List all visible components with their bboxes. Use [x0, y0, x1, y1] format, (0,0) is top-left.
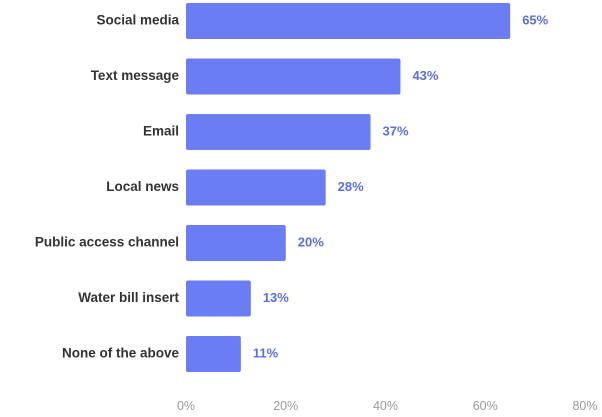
category-label-4: Public access channel — [35, 235, 179, 250]
category-label-6: None of the above — [62, 346, 180, 361]
bar-0 — [186, 3, 511, 39]
bar-4 — [186, 225, 286, 261]
category-label-5: Water bill insert — [78, 290, 179, 305]
x-tick-label-1: 20% — [273, 399, 298, 413]
bar-1 — [186, 58, 401, 95]
category-labels-group: Social media Text message Email Local news P… — [35, 13, 180, 361]
value-labels-group: 65% 43% 37% 28% 20% 13% 11% — [253, 12, 549, 360]
value-label-4: 20% — [298, 234, 324, 249]
bar-5 — [186, 280, 251, 317]
value-label-1: 43% — [412, 68, 438, 83]
value-label-0: 65% — [522, 12, 548, 27]
value-label-6: 11% — [253, 345, 279, 360]
bar-6 — [186, 336, 241, 372]
x-tick-label-4: 80% — [572, 399, 597, 413]
bars-group — [186, 3, 511, 372]
x-axis-ticks-group: 0% 20% 40% 60% 80% — [177, 399, 598, 413]
category-label-3: Local news — [106, 179, 179, 194]
x-tick-label-3: 60% — [473, 399, 498, 413]
value-label-3: 28% — [338, 179, 364, 194]
value-label-2: 37% — [383, 123, 409, 138]
category-label-1: Text message — [91, 68, 180, 83]
x-tick-label-0: 0% — [177, 399, 195, 413]
value-label-5: 13% — [263, 290, 289, 305]
category-label-2: Email — [143, 124, 179, 139]
category-label-0: Social media — [96, 13, 179, 28]
bar-2 — [186, 114, 371, 150]
x-tick-label-2: 40% — [373, 399, 398, 413]
bar-3 — [186, 169, 326, 206]
